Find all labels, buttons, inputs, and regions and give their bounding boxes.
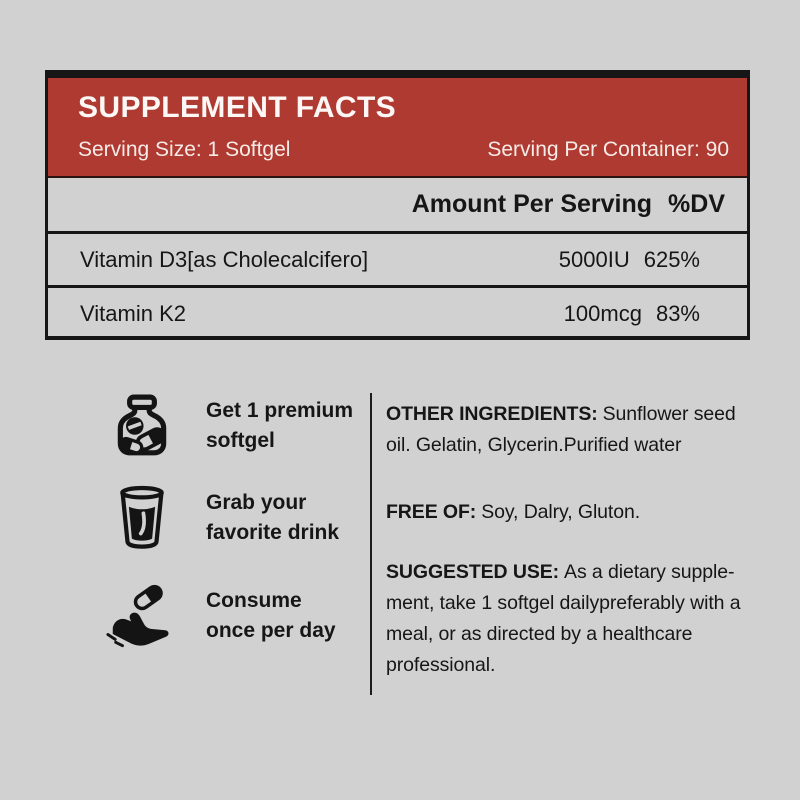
free-of-label: FREE OF:: [386, 501, 477, 523]
other-ingredients-block: OTHER INGREDlENTS: Sunflower seed oil. Ge…: [386, 399, 736, 461]
info-text: Sunflower seed: [602, 403, 736, 425]
step-label-line: Grab your: [206, 491, 307, 514]
step-label: Consume once per day: [206, 586, 336, 646]
panel-header: SUPPLEMENT FACTS Serving Size: 1 Softgel…: [48, 78, 747, 178]
supplement-facts-panel: SUPPLEMENT FACTS Serving Size: 1 Softgel…: [45, 70, 750, 340]
ingredient-name: Vitamin K2: [80, 301, 186, 326]
info-line: SUGGESTED USE: As a dietary supple-: [386, 557, 740, 588]
ingredient-name: Vitamin D3[as Cholecalcifero]: [80, 246, 369, 272]
step-label-line: softgel: [206, 429, 275, 452]
table-row-vitamin-d3: Vitamin D3[as Cholecalcifero] 5000IU 625…: [48, 234, 747, 288]
serving-per-container-text: Serving Per Container: 90: [487, 138, 729, 161]
step-label: Grab your favorite drink: [206, 488, 339, 548]
free-of-block: FREE OF: Soy, Dalry, Gluton.: [386, 497, 640, 528]
info-line: OTHER INGREDlENTS: Sunflower seed: [386, 399, 736, 430]
other-ingredients-label: OTHER INGREDlENTS:: [386, 403, 598, 425]
ingredient-amount: 100mcg: [563, 301, 642, 326]
step-label-line: favorite drink: [206, 521, 340, 544]
info-line: meal, or as directed by a healthcare: [386, 623, 693, 645]
ingredient-dv: 625%: [643, 246, 700, 272]
usage-step-drink: Grab your favorite drink: [104, 480, 339, 556]
info-line: ment, take 1 softgel dailypreferably wit…: [386, 592, 741, 614]
serving-size-text: Serving Size: 1 Softgel: [78, 138, 291, 161]
info-line: professional.: [386, 654, 496, 676]
dv-header: %DV: [668, 190, 725, 218]
pill-bottle-icon: [104, 388, 180, 464]
step-label-line: Get 1 premium: [206, 399, 354, 422]
panel-top-bar: [48, 70, 747, 78]
step-label-line: once per day: [206, 619, 336, 642]
step-label-line: Consume: [206, 589, 302, 612]
suggested-use-block: SUGGESTED USE: As a dietary supple- ment,…: [386, 557, 741, 681]
info-line: FREE OF: Soy, Dalry, Gluton.: [386, 497, 640, 528]
table-row-vitamin-k2: Vitamin K2 100mcg 83%: [48, 288, 747, 340]
info-text: As a dietary supple-: [564, 561, 735, 583]
ingredient-values: 5000IU 625%: [559, 247, 700, 273]
usage-step-softgel: Get 1 premium softgel: [104, 388, 353, 464]
serving-info-row: Serving Size: 1 Softgel Serving Per Cont…: [78, 138, 729, 162]
info-line: oil. Gelatin, Glycerin.Purified water: [386, 434, 682, 456]
section-divider: [370, 393, 372, 695]
table-header-row: Amount Per Serving %DV: [48, 178, 747, 234]
hand-pill-icon: [104, 578, 180, 654]
page-title: SUPPLEMENT FACTS: [78, 91, 397, 124]
amount-per-serving-header: Amount Per Serving: [411, 190, 653, 218]
ingredient-amount: 5000IU: [558, 246, 630, 272]
suggested-use-label: SUGGESTED USE:: [386, 561, 560, 583]
info-text: Soy, Dalry, Gluton.: [481, 501, 641, 523]
ingredient-values: 100mcg 83%: [564, 301, 700, 327]
usage-step-consume: Consume once per day: [104, 578, 336, 654]
drink-glass-icon: [104, 480, 180, 556]
step-label: Get 1 premium softgel: [206, 396, 353, 456]
ingredient-dv: 83%: [655, 301, 700, 326]
